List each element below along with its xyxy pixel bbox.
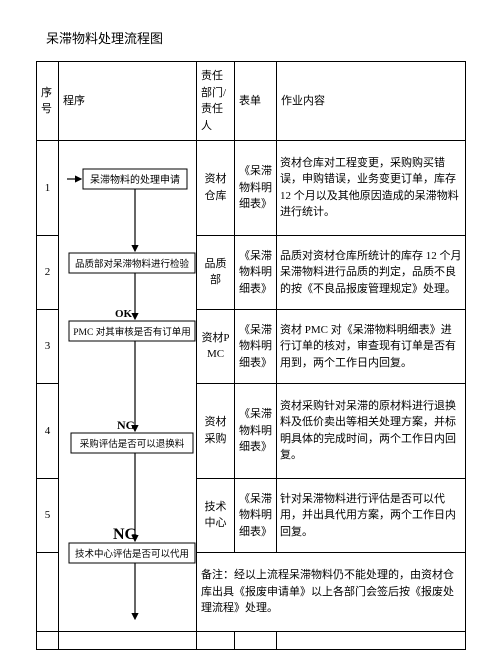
form-2: 《呆滞物料明细表》: [235, 235, 277, 309]
col-proc-header: 程序: [59, 62, 197, 141]
seq-4: 4: [37, 383, 59, 478]
empty-5: [277, 632, 466, 650]
work-3: 资材 PMC 对《呆滞物料明细表》进行订单的核对，审查现有订单是否有用到，两个工…: [277, 309, 466, 383]
flowchart-cell: 呆滞物料的处理申请 品质部对呆滞物料进行检验 OK PMC 对其审核是否有订单用…: [59, 141, 197, 632]
form-3: 《呆滞物料明细表》: [235, 309, 277, 383]
flowchart-svg: 呆滞物料的处理申请 品质部对呆滞物料进行检验 OK PMC 对其审核是否有订单用…: [59, 141, 197, 631]
header-row: 序号 程序 责任部门/责任人 表单 作业内容: [37, 62, 466, 141]
ok-label: OK: [115, 308, 133, 320]
note-cell: 备注：经以上流程呆滞物料仍不能处理的，由资材仓库出具《报废申请单》以上各部门会签…: [197, 552, 466, 631]
dept-1: 资材仓库: [197, 141, 235, 236]
dept-3: 资材PMC: [197, 309, 235, 383]
col-dept-header: 责任部门/责任人: [197, 62, 235, 141]
work-5: 针对呆滞物料进行评估是否可以代用，并出具代用方案，两个工作日内回复。: [277, 478, 466, 552]
seq-1: 1: [37, 141, 59, 236]
flow-node-4: 采购评估是否可以退换料: [80, 438, 185, 450]
form-4: 《呆滞物料明细表》: [235, 383, 277, 478]
ng-label-1: NG: [117, 418, 135, 432]
flow-node-1: 呆滞物料的处理申请: [90, 173, 180, 186]
form-5: 《呆滞物料明细表》: [235, 478, 277, 552]
empty-2: [59, 632, 197, 650]
dept-4: 资材采购: [197, 383, 235, 478]
doc-title: 呆滞物料处理流程图: [46, 28, 466, 47]
ng-label-2: NG: [113, 526, 138, 543]
row-1: 1 呆滞物料的处理申请 品质部对呆滞物料进行检验 O: [37, 141, 466, 236]
empty-4: [235, 632, 277, 650]
form-1: 《呆滞物料明细表》: [235, 141, 277, 236]
col-work-header: 作业内容: [277, 62, 466, 141]
flow-node-3: PMC 对其审核是否有订单用: [73, 326, 190, 338]
seq-5: 5: [37, 478, 59, 552]
seq-note: [37, 552, 59, 631]
empty-1: [37, 632, 59, 650]
work-2: 品质对资材仓库所统计的库存 12 个月呆滞物料进行品质的判定，品质不良的按《不良…: [277, 235, 466, 309]
flow-node-5: 技术中心评估是否可以代用: [75, 548, 189, 560]
empty-3: [197, 632, 235, 650]
seq-2: 2: [37, 235, 59, 309]
col-seq-header: 序号: [37, 62, 59, 141]
col-form-header: 表单: [235, 62, 277, 141]
empty-row: [37, 632, 466, 650]
flow-table: 序号 程序 责任部门/责任人 表单 作业内容 1 呆滞物料的处理申请: [36, 61, 466, 650]
flow-node-2: 品质部对呆滞物料进行检验: [75, 258, 190, 270]
work-4: 资材采购针对呆滞的原材料进行退换料及低价卖出等相关处理方案，并标明具体的完成时间…: [277, 383, 466, 478]
work-1: 资材仓库对工程变更，采购购买错误，申购错误，业务变更订单，库存 12 个月以及其…: [277, 141, 466, 236]
seq-3: 3: [37, 309, 59, 383]
dept-5: 技术中心: [197, 478, 235, 552]
dept-2: 品质部: [197, 235, 235, 309]
